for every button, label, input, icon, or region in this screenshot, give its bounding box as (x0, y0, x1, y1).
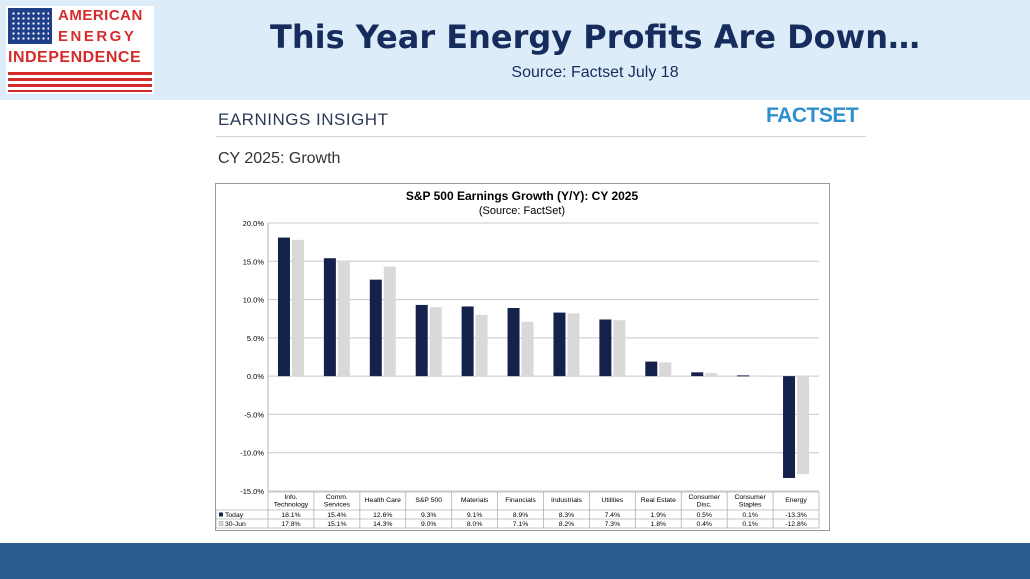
bar-today (691, 372, 704, 377)
x-tick-label: Energy (785, 497, 807, 504)
legend-entry: Today (225, 512, 244, 519)
bar-today (645, 361, 658, 377)
bar-today (553, 312, 566, 377)
data-label: 0.1% (742, 512, 758, 519)
x-tick-label: Comm. (326, 494, 348, 501)
x-tick-label: Services (324, 502, 351, 509)
bar-prior (291, 239, 304, 377)
header-banner: AMERICAN ENERGY INDEPENDENCE This Year E… (0, 0, 1030, 100)
y-tick-label: 0.0% (247, 372, 264, 381)
bar-prior (521, 321, 534, 377)
data-label: 0.1% (742, 521, 758, 528)
bar-today (415, 304, 428, 377)
bar-today (599, 319, 612, 377)
x-tick-label: Health Care (365, 497, 401, 504)
logo-line-1: AMERICAN (58, 7, 143, 24)
legend-swatch (219, 512, 223, 517)
footer-bar (0, 543, 1030, 579)
logo: AMERICAN ENERGY INDEPENDENCE (6, 6, 154, 94)
data-label: 17.8% (281, 521, 300, 528)
chart-title: S&P 500 Earnings Growth (Y/Y): CY 2025 (406, 189, 639, 203)
bar-prior (613, 320, 626, 377)
data-label: 14.3% (373, 521, 392, 528)
bar-today (783, 376, 796, 478)
flag-icon (8, 8, 52, 44)
chart: S&P 500 Earnings Growth (Y/Y): CY 2025 (… (215, 183, 830, 531)
legend-entry: 30-Jun (225, 521, 246, 528)
factset-logo: FACTSET (766, 104, 859, 127)
x-tick-label: Industrials (551, 497, 583, 504)
x-tick-label: Financials (505, 497, 536, 504)
x-tick-label: S&P 500 (415, 497, 442, 504)
x-tick-label: Consumer (689, 494, 721, 501)
data-label: 0.5% (696, 512, 712, 519)
data-label: 8.3% (559, 512, 575, 519)
data-label: 7.4% (605, 512, 621, 519)
bar-today (507, 307, 520, 377)
data-label: 9.1% (467, 512, 483, 519)
data-label: 8.9% (513, 512, 529, 519)
bar-today (277, 237, 290, 377)
report-subheading: CY 2025: Growth (218, 150, 341, 167)
data-label: 1.8% (651, 521, 667, 528)
x-tick-label: Materials (461, 497, 489, 504)
data-label: 12.6% (373, 512, 392, 519)
bar-prior (751, 375, 764, 377)
chart-subtitle: (Source: FactSet) (479, 205, 565, 217)
x-tick-label: Staples (739, 502, 762, 509)
bar-prior (475, 314, 488, 377)
logo-stripes (8, 72, 152, 92)
page-title: This Year Energy Profits Are Down… (270, 18, 920, 56)
data-label: 8.0% (467, 521, 483, 528)
legend-swatch (218, 521, 224, 526)
section-label: EARNINGS INSIGHT (218, 110, 389, 129)
data-label: -13.3% (785, 512, 807, 519)
bar-today (461, 306, 474, 377)
data-label: 7.3% (605, 521, 621, 528)
bar-prior (383, 266, 396, 377)
data-label: 18.1% (281, 512, 300, 519)
y-tick-label: 15.0% (243, 257, 265, 266)
y-tick-label: 5.0% (247, 334, 264, 343)
data-label: 0.4% (696, 521, 712, 528)
bar-prior (705, 373, 718, 377)
bar-prior (337, 260, 350, 377)
x-tick-label: Utilities (601, 497, 624, 504)
data-label: 9.3% (421, 512, 437, 519)
bar-prior (659, 362, 672, 377)
data-label: 8.2% (559, 521, 575, 528)
x-tick-label: Consumer (734, 494, 766, 501)
bar-today (323, 258, 336, 377)
bar-prior (567, 313, 580, 377)
data-label: 1.9% (651, 512, 667, 519)
data-label: 15.4% (327, 512, 346, 519)
bar-today (369, 279, 382, 377)
y-tick-label: 10.0% (243, 296, 265, 305)
y-tick-label: -15.0% (240, 487, 264, 496)
logo-line-3: INDEPENDENCE (8, 49, 142, 66)
x-tick-label: Info. (284, 494, 297, 501)
y-tick-label: -5.0% (244, 410, 264, 419)
chart-svg: S&P 500 Earnings Growth (Y/Y): CY 2025 (… (216, 189, 820, 529)
logo-line-2: ENERGY (58, 28, 137, 45)
divider (216, 136, 866, 137)
data-label: 9.0% (421, 521, 437, 528)
bar-prior (797, 376, 810, 475)
bar-today (737, 375, 750, 377)
bar-prior (429, 307, 442, 377)
data-label: 7.1% (513, 521, 529, 528)
data-label: 15.1% (327, 521, 346, 528)
y-tick-label: 20.0% (243, 219, 265, 228)
y-tick-label: -10.0% (240, 449, 264, 458)
x-tick-label: Disc. (697, 502, 712, 509)
data-label: -12.8% (785, 521, 807, 528)
page-subtitle: Source: Factset July 18 (511, 64, 679, 81)
x-tick-label: Real Estate (641, 497, 676, 504)
x-tick-label: Technology (274, 502, 309, 509)
